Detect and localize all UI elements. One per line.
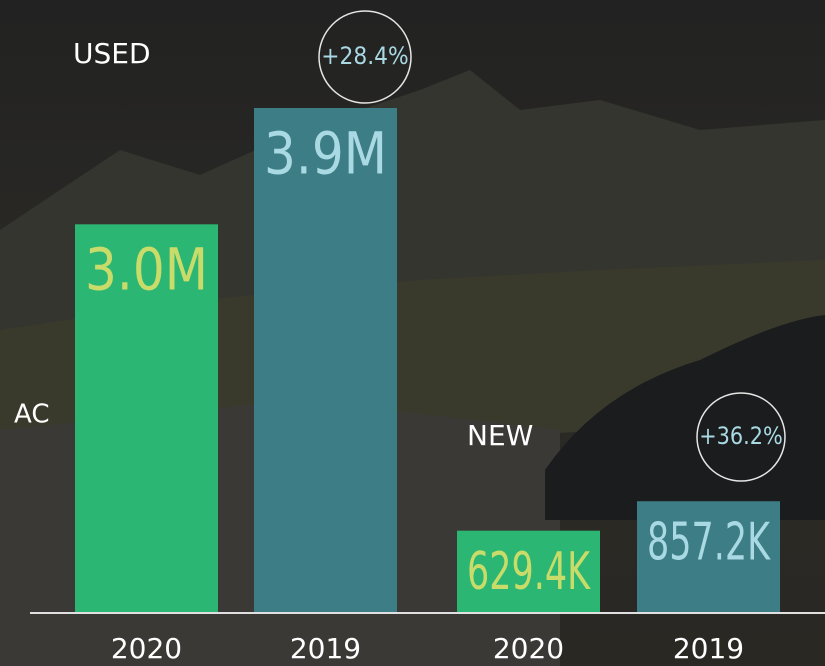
- bar: [637, 501, 780, 612]
- x-tick-label: 2019: [673, 632, 744, 665]
- value-label: 3.9M: [264, 119, 387, 187]
- value-label: 629.4K: [467, 542, 591, 602]
- annotation-circle: [318, 10, 412, 104]
- annotation: +36.2%: [699, 422, 783, 450]
- group-title: NEW: [467, 419, 533, 452]
- x-tick-label: 2019: [290, 632, 361, 665]
- side-text: AC: [14, 400, 49, 430]
- value-label: 3.0M: [85, 236, 208, 304]
- value-label: 857.2K: [647, 512, 771, 572]
- group-title: USED: [73, 37, 151, 70]
- bar: [457, 530, 600, 612]
- annotation: +28.4%: [321, 42, 408, 70]
- annotation-circle: [696, 392, 786, 482]
- x-tick-label: 2020: [493, 632, 564, 665]
- car: [545, 315, 825, 520]
- bar: [254, 108, 397, 612]
- bar: [75, 224, 218, 613]
- x-tick-label: 2020: [111, 632, 182, 665]
